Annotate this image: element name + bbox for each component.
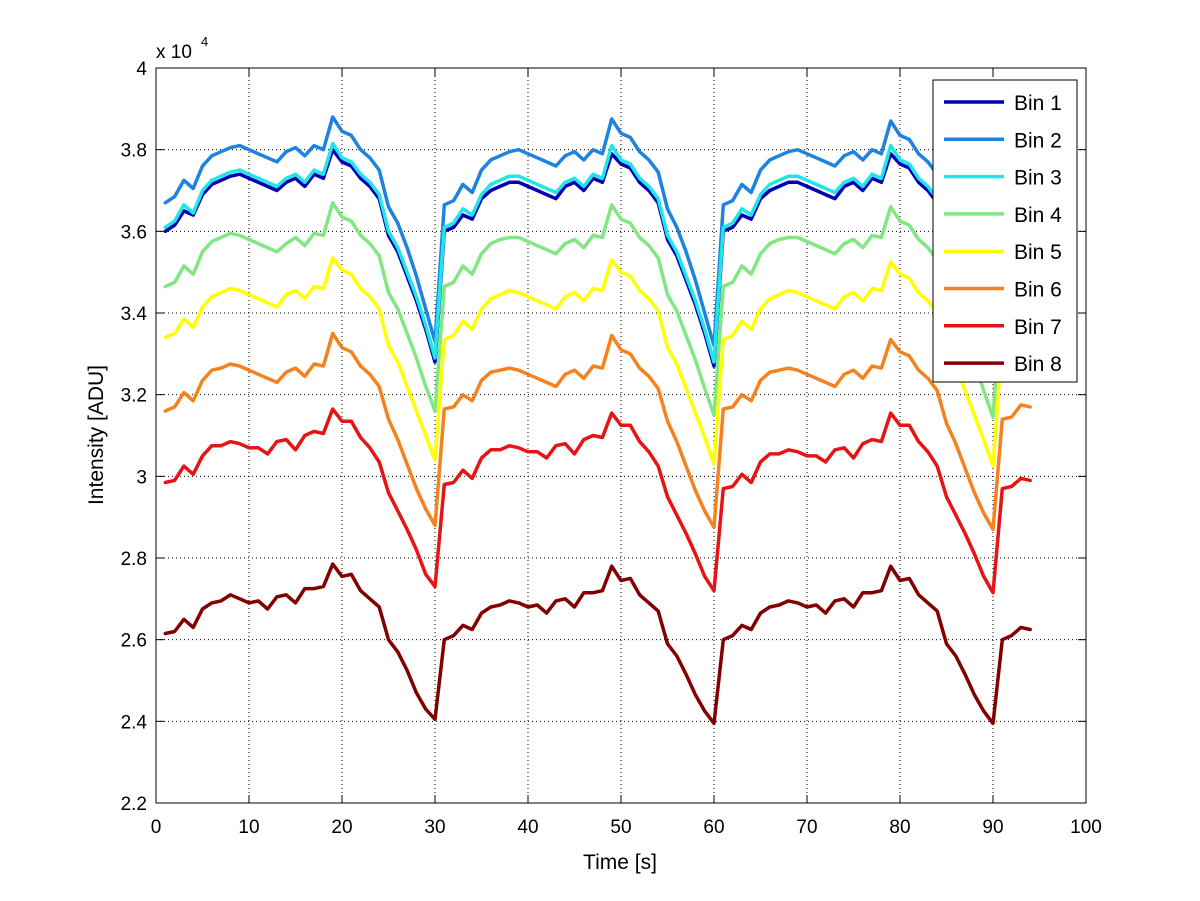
series-line-4 (163, 201, 1032, 419)
series-line-3 (163, 141, 1032, 364)
legend-label: Bin 8 (1014, 353, 1062, 376)
x-tick-label: 40 (517, 817, 538, 838)
grid (156, 68, 1086, 803)
x-tick-label: 0 (151, 817, 162, 838)
legend-label: Bin 1 (1014, 92, 1062, 115)
y-tick-label: 2.2 (121, 794, 147, 815)
legend-label: Bin 4 (1014, 204, 1062, 227)
y-tick-label: 2.4 (121, 712, 148, 733)
y-tick-label: 4 (136, 59, 147, 80)
series-line-2 (163, 115, 1032, 350)
y-tick-label: 2.6 (121, 631, 147, 652)
x-tick-labels: 0 10 20 30 40 50 60 70 80 90 100 (151, 817, 1102, 838)
y-tick-label: 3.6 (121, 222, 147, 243)
legend-label: Bin 7 (1014, 316, 1062, 339)
x-tick-label: 50 (610, 817, 631, 838)
legend-label: Bin 3 (1014, 167, 1062, 190)
x-tick-label: 30 (424, 817, 445, 838)
series-line-6 (163, 331, 1032, 532)
y-multiplier-exponent: 4 (201, 34, 208, 49)
y-multiplier-label: x 10 (156, 42, 192, 63)
legend-label: Bin 5 (1014, 241, 1062, 264)
x-tick-label: 90 (982, 817, 1003, 838)
legend-label: Bin 2 (1014, 129, 1062, 152)
y-tick-labels: 2.2 2.4 2.6 2.8 3 3.2 3.4 3.6 3.8 4 (121, 59, 148, 815)
series-line-7 (163, 407, 1032, 595)
x-axis-label: Time [s] (583, 851, 657, 874)
x-tick-label: 20 (331, 817, 352, 838)
legend: Bin 1 Bin 2 Bin 3 Bin 4 Bin 5 Bin 6 Bin 7 Bin 8 (932, 79, 1078, 383)
legend-box (932, 79, 1078, 383)
legend-label: Bin 6 (1014, 279, 1062, 302)
series-lines (163, 115, 1032, 726)
x-tick-label: 60 (703, 817, 724, 838)
axis-ticks (155, 67, 1087, 804)
series-line-8 (163, 562, 1032, 726)
y-tick-label: 3.8 (121, 141, 147, 162)
y-tick-label: 2.8 (121, 549, 147, 570)
y-tick-label: 3 (136, 467, 147, 488)
x-tick-label: 70 (796, 817, 817, 838)
y-tick-label: 3.4 (121, 304, 148, 325)
x-tick-label: 80 (889, 817, 910, 838)
x-tick-label: 100 (1070, 817, 1102, 838)
y-tick-label: 3.2 (121, 386, 147, 407)
x-tick-label: 10 (238, 817, 259, 838)
y-axis-label: Intensity [ADU] (85, 365, 108, 505)
series-line-5 (163, 256, 1032, 468)
